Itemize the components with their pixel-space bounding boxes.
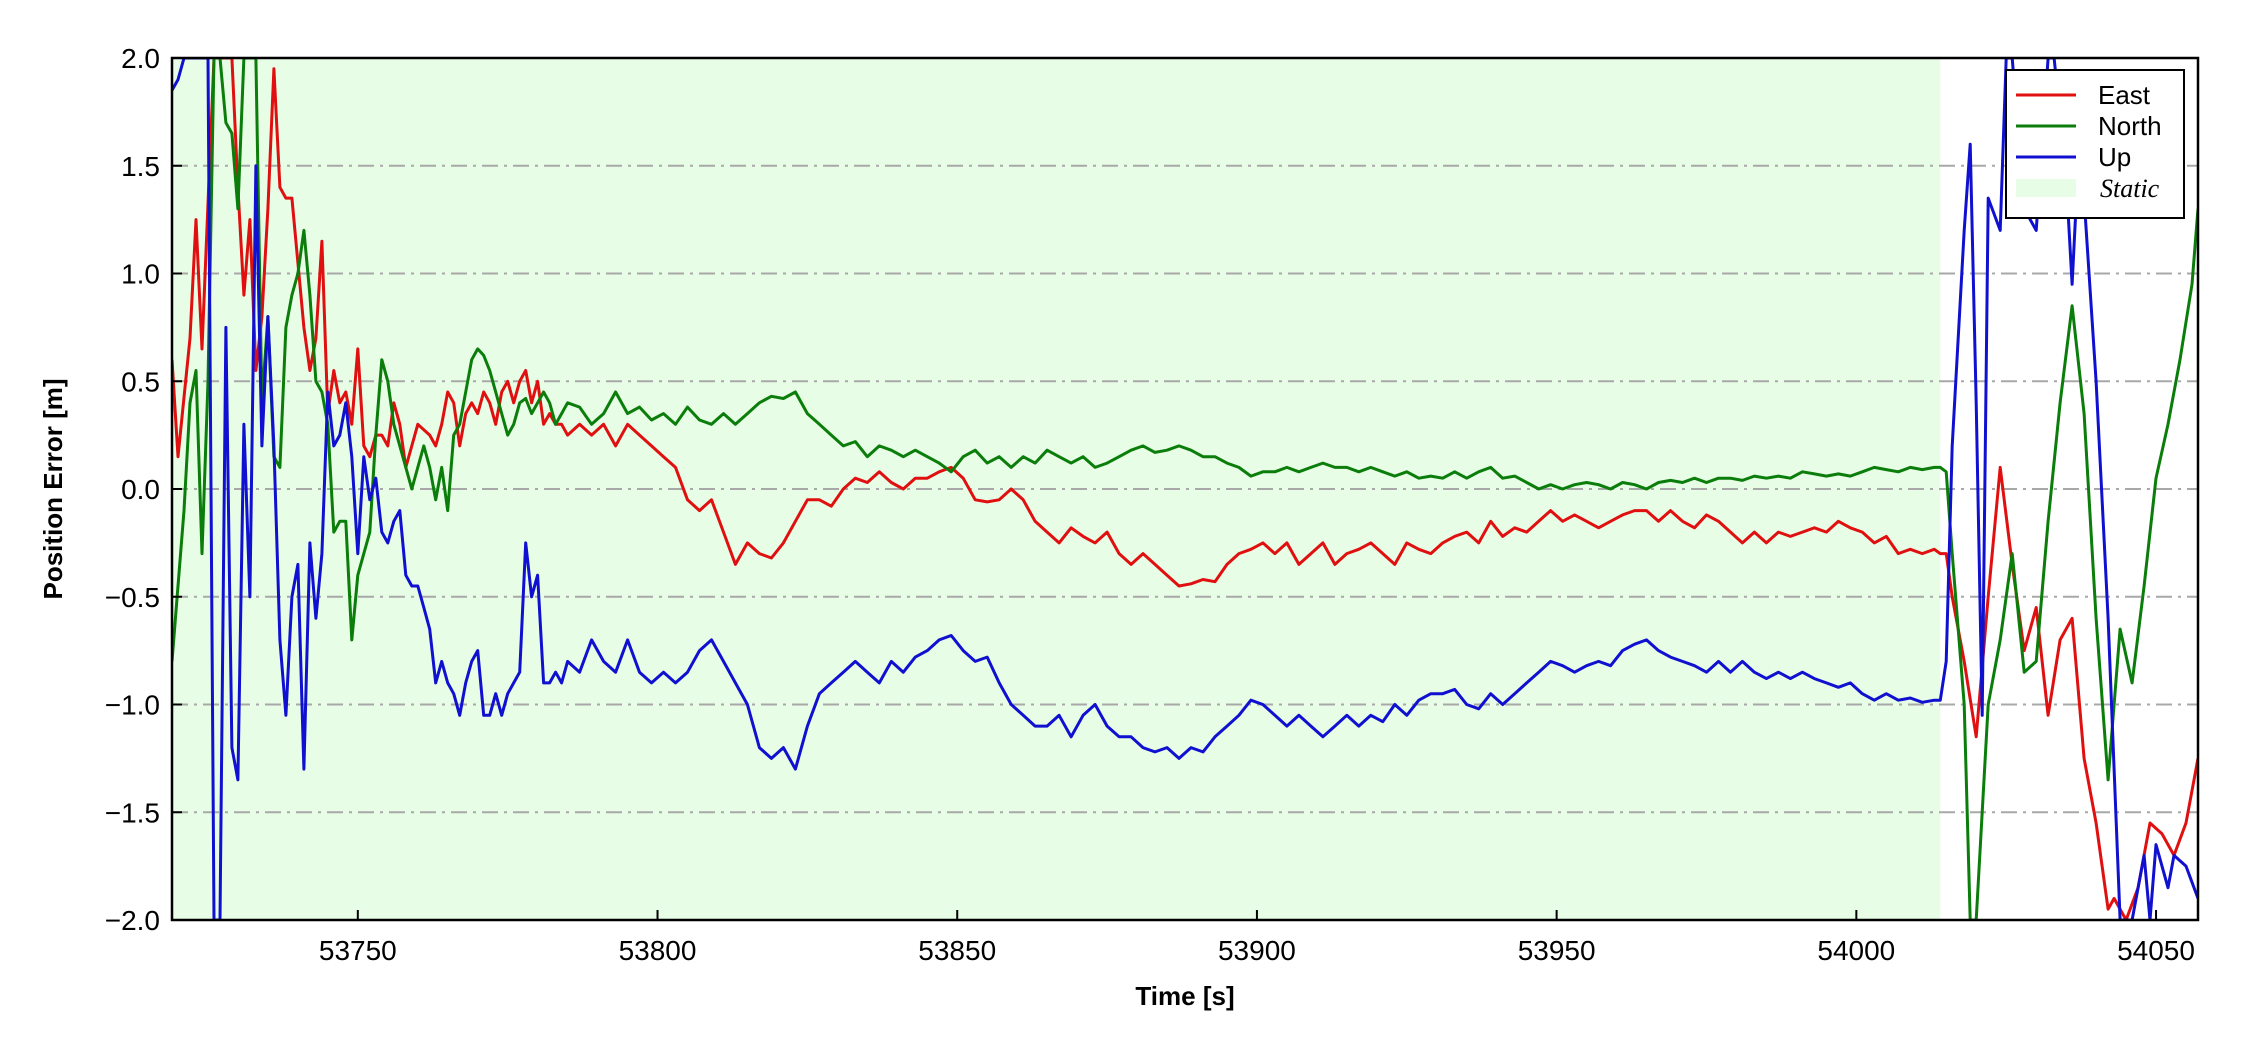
legend-label-east: East — [2098, 80, 2151, 110]
series-line-up — [172, 58, 2198, 920]
x-axis-title: Time [s] — [1135, 981, 1234, 1011]
legend-swatch-static — [2016, 179, 2076, 197]
series-line-north — [172, 58, 2198, 920]
x-tick-label: 53900 — [1218, 935, 1296, 966]
x-tick-label: 54050 — [2117, 935, 2195, 966]
y-tick-label: −0.5 — [105, 582, 160, 613]
y-tick-label: −1.5 — [105, 797, 160, 828]
y-axis-title: Position Error [m] — [38, 378, 68, 599]
x-tick-label: 54000 — [1817, 935, 1895, 966]
legend: East North Up Static — [2005, 69, 2185, 219]
legend-label-up: Up — [2098, 142, 2131, 172]
y-tick-label: −1.0 — [105, 690, 160, 721]
series-lines — [172, 58, 2198, 920]
y-tick-label: 0.5 — [121, 366, 160, 397]
y-tick-label: 1.0 — [121, 259, 160, 290]
legend-label-static: Static — [2100, 174, 2160, 203]
y-tick-label: 0.0 — [121, 474, 160, 505]
x-tick-label: 53950 — [1518, 935, 1596, 966]
y-tick-label: 2.0 — [121, 43, 160, 74]
legend-label-north: North — [2098, 111, 2162, 141]
y-tick-label: −2.0 — [105, 905, 160, 936]
series-line-east — [172, 58, 2198, 920]
x-tick-label: 53800 — [619, 935, 697, 966]
y-tick-label: 1.5 — [121, 151, 160, 182]
y-axis-ticks: −2.0 −1.5 −1.0 −0.5 0.0 0.5 1.0 1.5 2.0 — [105, 43, 182, 936]
grid-lines — [172, 164, 2198, 814]
x-axis-ticks: 53750 53800 53850 53900 53950 54000 54050 — [319, 910, 2195, 966]
x-tick-label: 53850 — [918, 935, 996, 966]
x-tick-label: 53750 — [319, 935, 397, 966]
